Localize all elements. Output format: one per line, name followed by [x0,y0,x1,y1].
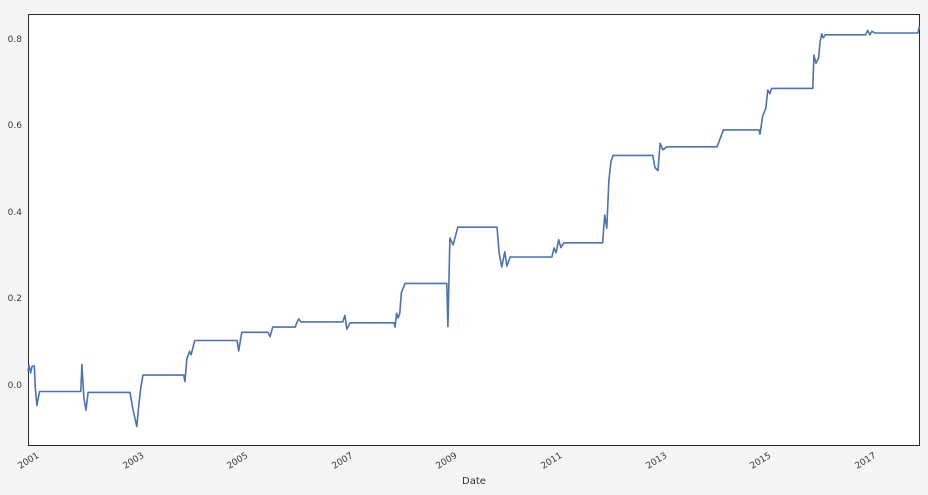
y-tick-label: 0.4 [7,207,22,218]
x-tick-label: 2009 [434,451,460,472]
x-tick-label: 2005 [225,451,251,472]
y-tick-label: 0.6 [7,121,22,132]
x-tick-label: 2013 [644,451,669,472]
y-tick-label: 0.0 [7,380,22,391]
x-tick-label: 2003 [121,451,146,472]
y-tick-label: 0.8 [7,34,22,45]
x-tick-label: 2017 [853,451,878,472]
x-tick-label: 2015 [748,451,774,472]
y-tick-label: 0.2 [7,294,22,305]
x-tick-label: 2001 [16,451,42,472]
x-axis-title: Date [462,476,486,487]
x-tick-label: 2011 [539,451,565,472]
plot-area [28,14,920,446]
x-tick-label: 2007 [330,451,356,472]
